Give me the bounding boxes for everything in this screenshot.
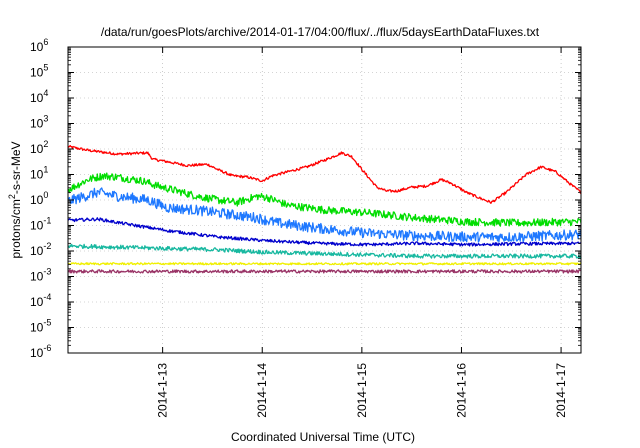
y-tick-label: 103 (30, 114, 48, 131)
series-line-5 (68, 243, 581, 259)
y-tick-label: 101 (30, 165, 48, 182)
y-tick-label: 10-3 (30, 267, 51, 284)
series-line-2 (68, 172, 581, 227)
y-tick-label: 10-6 (30, 343, 51, 360)
x-tick-label: 2014-1-16 (454, 363, 468, 418)
y-tick-label: 10-5 (30, 318, 51, 335)
y-axis-label: protons/cm2-s-sr-MeV (7, 141, 23, 258)
series-line-7 (68, 269, 581, 274)
y-tick-label: 10-1 (30, 216, 51, 233)
y-tick-label: 100 (30, 190, 48, 207)
series-line-3 (68, 187, 581, 243)
y-tick-label: 105 (30, 63, 48, 80)
y-tick-label: 106 (30, 37, 48, 54)
series-group (68, 144, 581, 274)
x-tick-label: 2014-1-14 (255, 363, 269, 418)
series-line-6 (68, 262, 581, 266)
x-tick-label: 2014-1-17 (554, 363, 568, 418)
x-axis-label: Coordinated Universal Time (UTC) (231, 430, 415, 444)
y-tick-label: 10-2 (30, 241, 51, 258)
x-tick-label: 2014-1-15 (355, 363, 369, 418)
x-axis-ticks: 2014-1-13 2014-1-14 2014-1-15 2014-1-16 2014… (156, 47, 568, 418)
y-tick-label: 102 (30, 139, 48, 156)
y-axis-label-rest: -s-sr-MeV (9, 141, 23, 194)
series-line-1 (68, 144, 581, 204)
x-tick-label: 2014-1-13 (156, 363, 170, 418)
y-tick-label: 104 (30, 88, 48, 105)
y-axis-ticks: 10-6 10-5 10-4 10-3 10-2 10-1 100 101 102 103 104 1… (30, 37, 581, 360)
y-tick-label: 10-4 (30, 292, 51, 309)
y-axis-label-sup: 2 (7, 194, 17, 199)
series-line-4 (68, 217, 581, 247)
y-axis-label-base: protons/cm (9, 199, 23, 258)
chart-title: /data/run/goesPlots/archive/2014-01-17/0… (101, 25, 540, 39)
